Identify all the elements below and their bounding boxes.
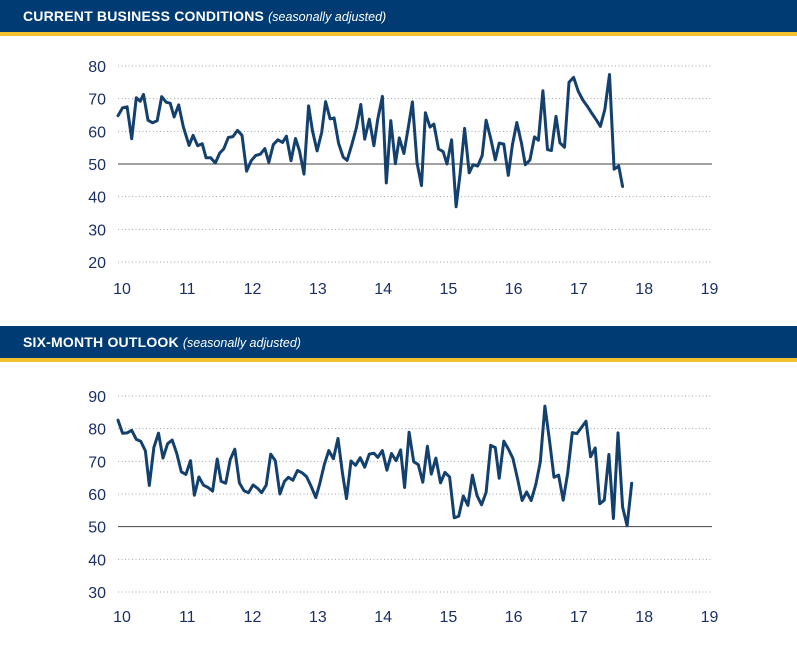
chart-subtitle: (seasonally adjusted)	[182, 336, 301, 350]
x-tick-label: 18	[635, 609, 653, 626]
y-tick-label: 90	[88, 389, 106, 406]
header-accent-bar	[0, 358, 797, 362]
x-tick-label: 13	[309, 609, 327, 626]
x-tick-label: 17	[570, 609, 588, 626]
y-tick-label: 70	[88, 92, 106, 109]
y-tick-label: 50	[88, 520, 106, 537]
series-line	[116, 73, 625, 209]
series-line	[116, 404, 634, 528]
y-tick-label: 40	[88, 190, 106, 207]
panel-header: SIX-MONTH OUTLOOK (seasonally adjusted)	[0, 326, 797, 362]
y-tick-label: 50	[88, 157, 106, 174]
x-tick-label: 17	[570, 281, 588, 298]
x-tick-label: 16	[505, 281, 523, 298]
y-tick-label: 40	[88, 552, 106, 569]
y-tick-label: 60	[88, 124, 106, 141]
x-tick-label: 19	[701, 609, 719, 626]
y-tick-label: 80	[88, 422, 106, 439]
chart-title: SIX-MONTH OUTLOOK	[23, 334, 179, 350]
chart-title: CURRENT BUSINESS CONDITIONS	[23, 8, 265, 24]
header-accent-bar	[0, 32, 797, 36]
current-business-conditions-chart: 80 70 60 50 40 30 20 10 11 12 13 14 15 16 17 18 19	[88, 59, 719, 298]
y-tick-label: 30	[88, 585, 106, 602]
y-tick-label: 60	[88, 487, 106, 504]
x-tick-label: 16	[505, 609, 523, 626]
panel-six-month-outlook: SIX-MONTH OUTLOOK (seasonally adjusted) 9…	[0, 326, 797, 648]
x-tick-label: 15	[439, 609, 457, 626]
six-month-outlook-chart: 90 80 70 60 50 40 30 10 11 12 13 14 15 16 17 18 19	[88, 389, 719, 626]
x-tick-label: 11	[179, 281, 196, 298]
x-tick-label: 14	[374, 609, 392, 626]
x-tick-label: 10	[113, 281, 131, 298]
x-tick-label: 14	[374, 281, 392, 298]
panel-current-business-conditions: CURRENT BUSINESS CONDITIONS (seasonally a…	[0, 0, 797, 320]
x-tick-label: 11	[179, 609, 196, 626]
y-tick-label: 80	[88, 59, 106, 76]
x-tick-label: 10	[113, 609, 131, 626]
chart-subtitle: (seasonally adjusted)	[268, 10, 387, 24]
x-tick-label: 13	[309, 281, 327, 298]
y-tick-label: 70	[88, 454, 106, 471]
x-tick-label: 18	[635, 281, 653, 298]
x-tick-label: 12	[244, 281, 262, 298]
x-tick-label: 12	[244, 609, 262, 626]
y-tick-label: 20	[88, 255, 106, 272]
panel-header: CURRENT BUSINESS CONDITIONS (seasonally a…	[0, 0, 797, 36]
y-tick-label: 30	[88, 222, 106, 239]
x-tick-label: 15	[439, 281, 457, 298]
x-tick-label: 19	[701, 281, 719, 298]
